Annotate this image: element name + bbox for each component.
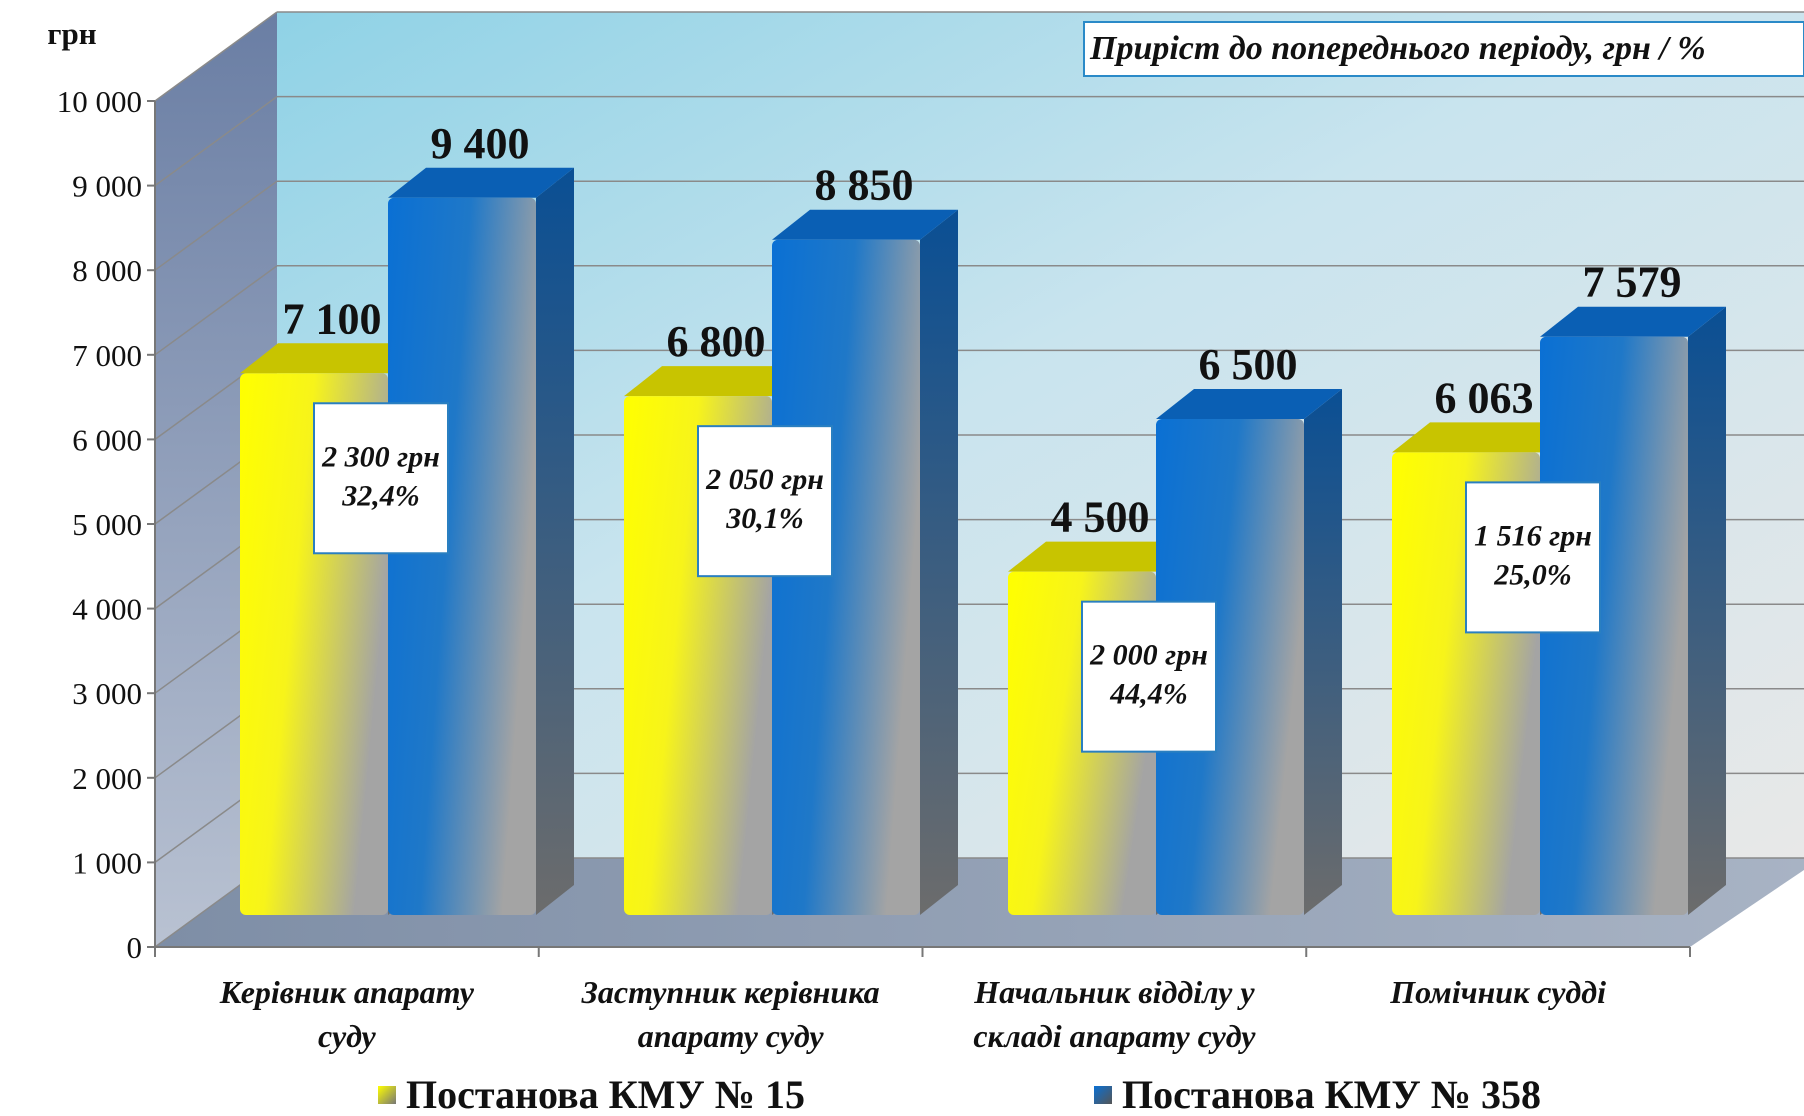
- bar: [772, 239, 920, 915]
- x-tick-label: складі апарату суду: [973, 1018, 1256, 1054]
- y-tick-label: 0: [127, 930, 143, 965]
- annotation-box: [313, 402, 449, 555]
- note-box-frame: [1083, 21, 1804, 77]
- annotation-box: [697, 425, 833, 578]
- bar: [1156, 419, 1304, 915]
- gridline-side: [154, 95, 278, 187]
- bar-top: [240, 343, 426, 374]
- data-label: 9 400: [431, 119, 530, 168]
- unit-label: грн: [47, 16, 96, 51]
- data-label: 6 800: [667, 317, 766, 366]
- y-tick-label: 6 000: [72, 422, 142, 457]
- data-label: 6 063: [1435, 373, 1534, 422]
- y-tick-label: 1 000: [72, 845, 142, 880]
- bar: [388, 197, 536, 915]
- legend-label: Постанова КМУ № 15: [406, 1072, 805, 1116]
- annotation-amount: 2 050 грн: [705, 463, 824, 496]
- bar-top: [772, 209, 958, 240]
- bar-side: [1304, 389, 1342, 915]
- x-tick-label: Помічник судді: [1389, 974, 1606, 1010]
- annotation-amount: 1 516 грн: [1474, 519, 1592, 552]
- legend-label: Постанова КМУ № 358: [1122, 1072, 1541, 1116]
- annotation-percent: 44,4%: [1109, 678, 1188, 711]
- bar-top: [1392, 422, 1578, 453]
- gridline-side: [154, 180, 278, 271]
- note-box: Приріст до попереднього періоду, грн / %: [1083, 21, 1804, 77]
- bar-side: [536, 167, 574, 915]
- bar-top: [388, 167, 574, 198]
- gridline-side: [154, 265, 278, 356]
- value-labels: 7 100 9 400 6 800 8 850 4 500 6 500 6 063 7 579: [283, 119, 1682, 542]
- y-tick-label: 7 000: [72, 338, 142, 373]
- legend-swatch: [1094, 1086, 1112, 1104]
- y-tick-label: 4 000: [72, 592, 142, 627]
- annotation-box: [1465, 481, 1601, 634]
- annotation-box: [1081, 600, 1217, 753]
- y-tick-label: 10 000: [57, 84, 142, 119]
- bar-side: [1688, 306, 1726, 915]
- bar-top: [624, 366, 810, 397]
- bar-top: [1540, 306, 1726, 337]
- data-label: 4 500: [1051, 493, 1150, 542]
- growth-annotations: 2 300 грн 32,4% 2 050 грн 30,1% 2 000 грн 44,…: [313, 402, 1601, 753]
- y-tick-label: 3 000: [72, 676, 142, 711]
- annotation-amount: 2 000 грн: [1089, 639, 1208, 672]
- x-tick-label: апарату суду: [638, 1018, 825, 1054]
- annotation-percent: 30,1%: [725, 502, 804, 535]
- bars: [240, 167, 1726, 915]
- x-tick-label: суду: [318, 1018, 377, 1054]
- y-tick-label: 8 000: [72, 253, 142, 288]
- legend: Постанова КМУ № 15 Постанова КМУ № 358: [378, 1072, 1541, 1116]
- annotation-percent: 25,0%: [1493, 558, 1572, 591]
- x-tick-label: Керівник апарату: [219, 974, 475, 1010]
- y-tick-label: 2 000: [72, 761, 142, 796]
- note-text: Приріст до попереднього періоду, грн / %: [1089, 30, 1706, 67]
- data-label: 6 500: [1199, 340, 1298, 389]
- gridline-side: [154, 11, 278, 102]
- legend-swatch: [378, 1086, 396, 1104]
- category-labels: Керівник апарату суду Заступник керівника а…: [219, 974, 1606, 1054]
- data-label: 7 579: [1583, 258, 1682, 307]
- annotation-percent: 32,4%: [341, 479, 420, 512]
- data-label: 8 850: [815, 161, 914, 210]
- bar-side: [920, 209, 958, 915]
- y-tick-label: 9 000: [72, 169, 142, 204]
- y-tick-label: 5 000: [72, 507, 142, 542]
- data-label: 7 100: [283, 294, 382, 343]
- x-tick-label: Заступник керівника: [581, 974, 880, 1010]
- bar-top: [1156, 389, 1342, 420]
- annotation-amount: 2 300 грн: [321, 440, 440, 473]
- x-tick-marks: [154, 947, 1691, 957]
- bar-top: [1008, 541, 1194, 572]
- bar: [1540, 336, 1688, 915]
- y-tick-labels: 0 1 000 2 000 3 000 4 000 5 000 6 000 7 000 8 00…: [57, 84, 155, 965]
- x-tick-label: Начальник відділу у: [973, 974, 1255, 1010]
